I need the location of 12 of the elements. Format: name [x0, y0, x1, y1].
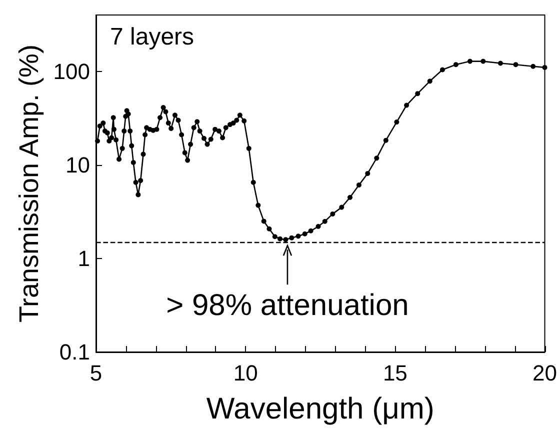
annotation: 7 layers: [110, 24, 194, 50]
y-tick-label: 0.1: [59, 340, 90, 364]
x-tick-label: 15: [382, 360, 408, 386]
y-tick-label: 1: [78, 246, 90, 271]
x-tick-label: 10: [233, 360, 258, 386]
y-tick-label: 10: [66, 152, 90, 178]
x-tick-label: 5: [90, 360, 102, 386]
y-axis-title: Transmission Amp. (%): [14, 44, 44, 323]
annotation: > 98% attenuation: [166, 289, 409, 322]
x-tick-label: 20: [532, 360, 558, 386]
y-tick-label: 100: [53, 58, 90, 84]
x-axis-title: Wavelength (μm): [206, 392, 434, 426]
